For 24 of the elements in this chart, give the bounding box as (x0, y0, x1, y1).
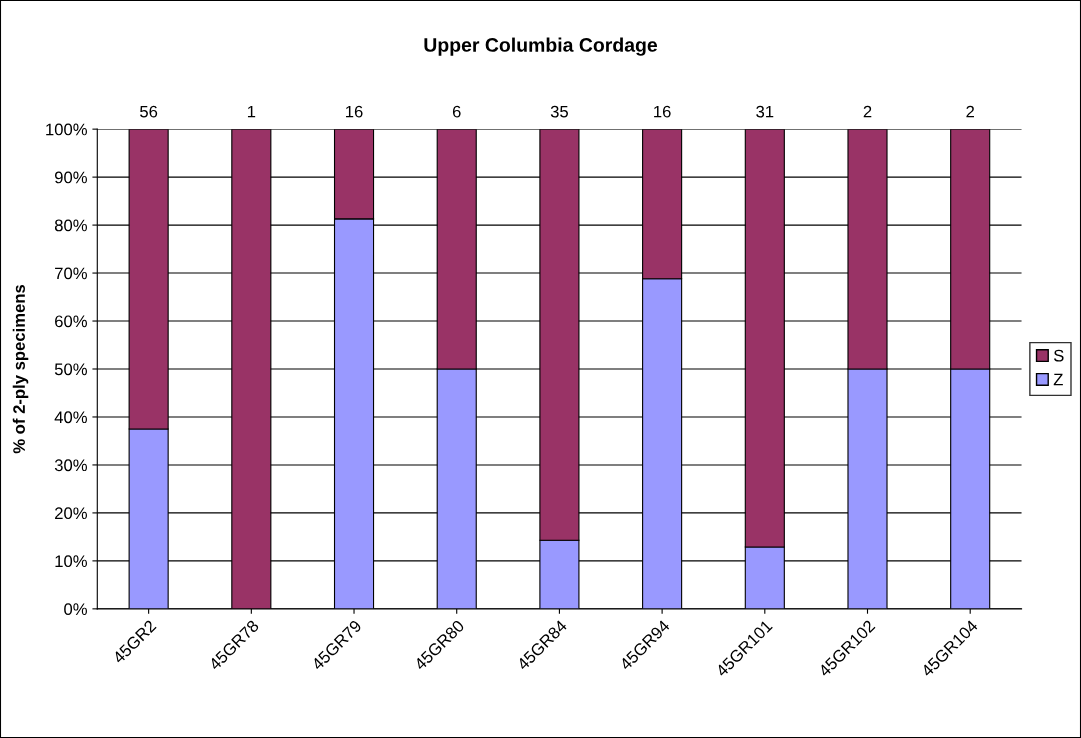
annotation: 16 (346, 105, 363, 118)
annotation: 35 (550, 105, 568, 118)
legend-label: Z (1053, 373, 1063, 386)
y-tick-label: 0% (64, 603, 87, 616)
annotation: 2 (966, 105, 974, 118)
y-tick-label: 40% (54, 411, 87, 424)
y-tick-label: 90% (54, 171, 87, 184)
y-tick-label: 10% (55, 555, 87, 568)
legend-label: S (1053, 349, 1064, 362)
annotation: 2 (863, 105, 872, 118)
y-tick-label: 20% (55, 507, 87, 520)
y-axis-title: % of 2-ply specimens (12, 284, 29, 454)
y-tick-label: 60% (55, 315, 87, 328)
y-tick-label: 80% (54, 219, 87, 232)
y-tick-label: 30% (54, 459, 87, 472)
annotation: 16 (654, 105, 671, 118)
y-tick-label: 50% (54, 363, 87, 376)
y-tick-label: 70% (55, 267, 87, 280)
chart-title: Upper Columbia Cordage (424, 37, 658, 56)
annotation: 31 (756, 105, 774, 118)
y-tick-label: 100% (46, 123, 87, 136)
annotation: 56 (140, 105, 158, 118)
annotation: 1 (247, 105, 256, 118)
annotation: 6 (452, 105, 461, 118)
